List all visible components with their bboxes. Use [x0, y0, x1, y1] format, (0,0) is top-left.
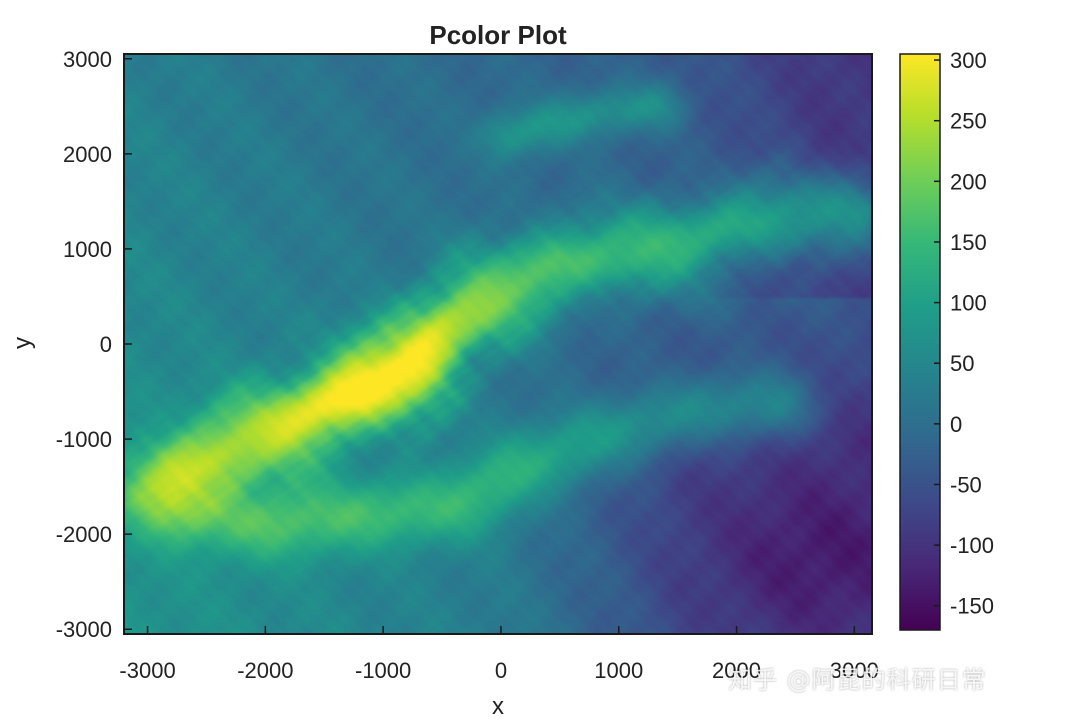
y-axis-ticks: -3000 -2000 -1000 0 1000 2000 3000	[56, 47, 132, 642]
colorbar-tick-label: 0	[950, 412, 962, 437]
colorbar-ticks: -150 -100 -50 0 50 100 150 200 250 300	[934, 48, 994, 619]
x-tick-label: 3000	[830, 658, 879, 683]
colorbar-gradient	[899, 53, 941, 631]
y-axis-label: y	[9, 337, 36, 349]
x-axis-label: x	[492, 693, 504, 720]
y-tick-label: -3000	[56, 617, 112, 642]
y-tick-label: -1000	[56, 427, 112, 452]
plot-area	[123, 53, 873, 635]
x-tick-label: 1000	[594, 658, 643, 683]
colorbar-tick-label: 250	[950, 109, 987, 134]
x-axis-ticks: -3000 -2000 -1000 0 1000 2000 3000	[119, 626, 879, 683]
colorbar-tick-label: -100	[950, 533, 994, 558]
watermark: 知乎 @阿昆的科研日常	[728, 666, 987, 694]
colorbar-tick-label: -50	[950, 472, 982, 497]
y-tick-label: 2000	[63, 142, 112, 167]
x-tick-label: -2000	[237, 658, 293, 683]
heatmap-image	[124, 54, 872, 634]
y-tick-label: 3000	[63, 47, 112, 72]
y-tick-label: 1000	[63, 237, 112, 262]
x-tick-label: 2000	[712, 658, 761, 683]
x-tick-label: 0	[495, 658, 507, 683]
y-tick-label: -2000	[56, 522, 112, 547]
colorbar-tick-label: -150	[950, 594, 994, 619]
colorbar-tick-label: 300	[950, 48, 987, 73]
x-tick-label: -1000	[355, 658, 411, 683]
colorbar-tick-label: 150	[950, 230, 987, 255]
x-tick-label: -3000	[119, 658, 175, 683]
y-tick-label: 0	[100, 332, 112, 357]
colorbar-tick-label: 50	[950, 351, 974, 376]
colorbar-tick-label: 100	[950, 291, 987, 316]
chart-title: Pcolor Plot	[429, 20, 567, 50]
colorbar: -150 -100 -50 0 50 100 150 200 250 300	[899, 48, 994, 631]
colorbar-tick-label: 200	[950, 169, 987, 194]
